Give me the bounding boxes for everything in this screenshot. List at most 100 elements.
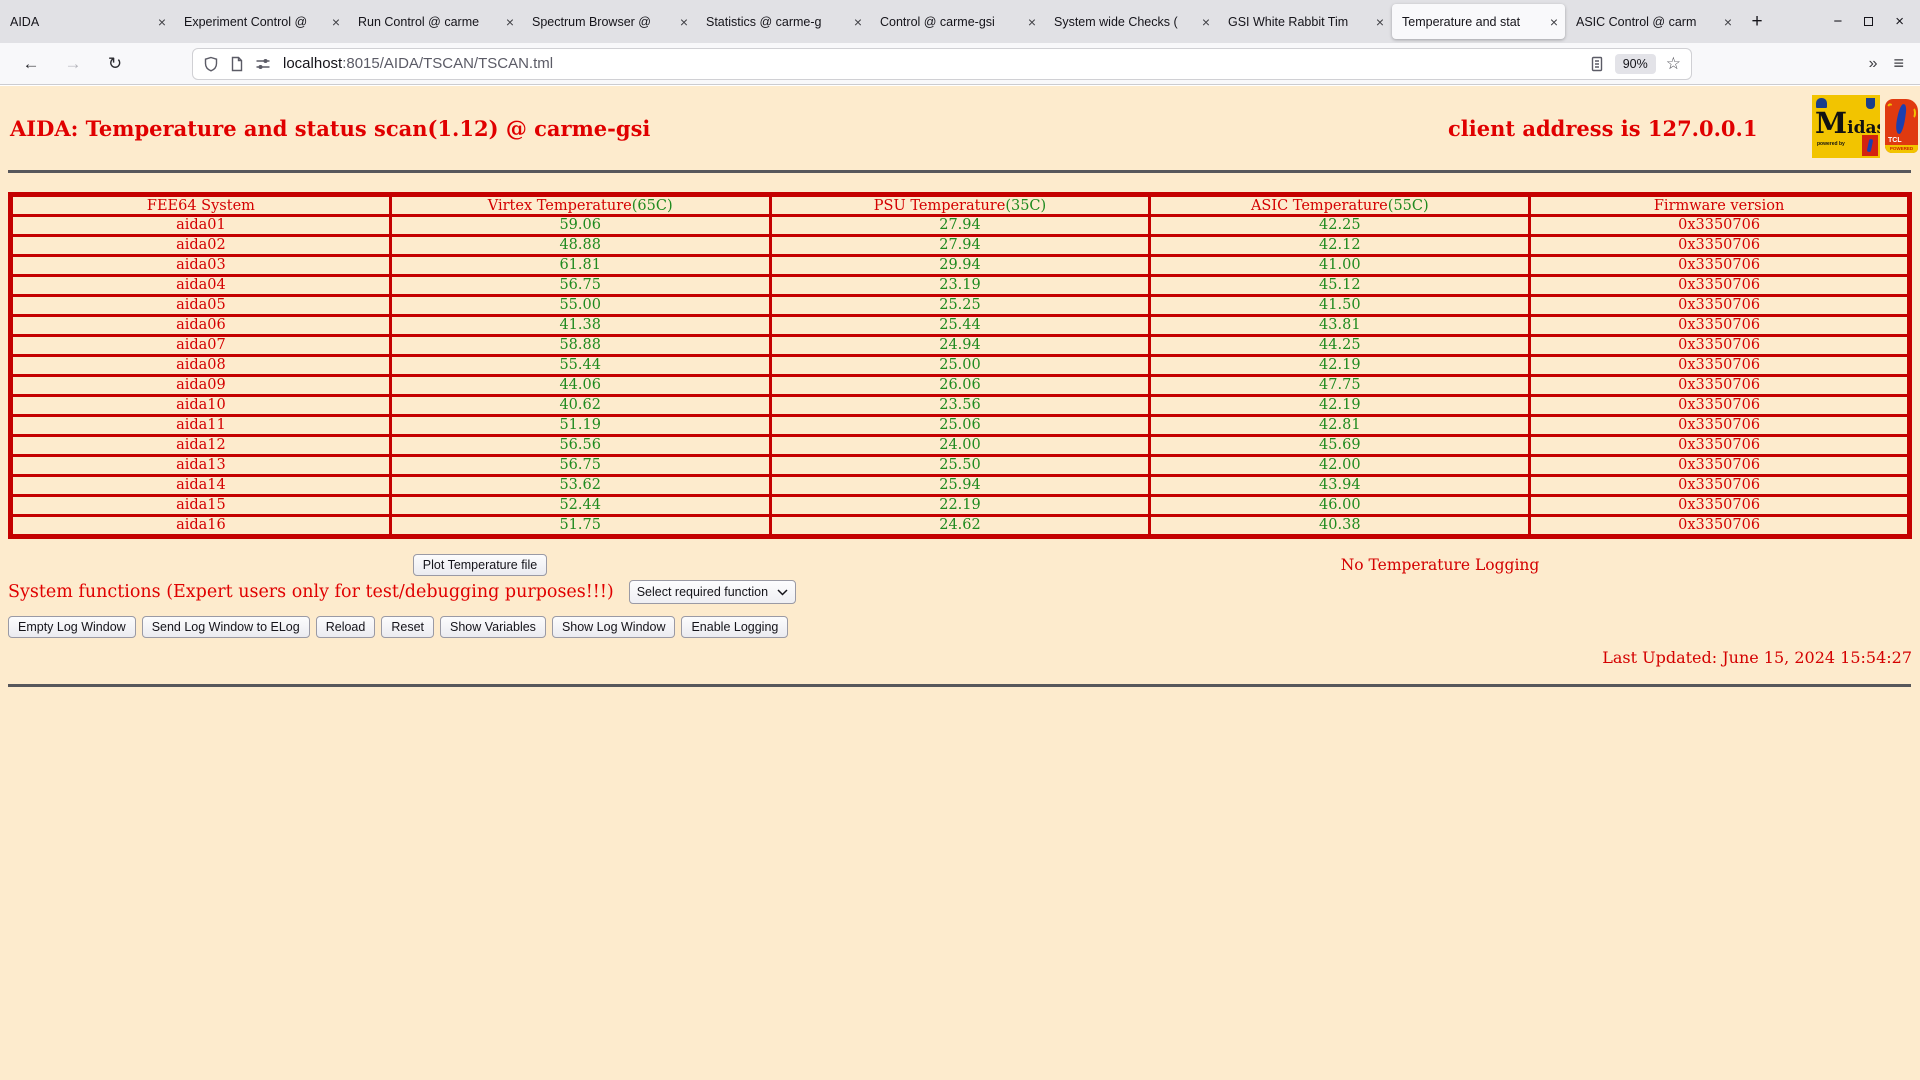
psu-temperature-cell: 24.00 — [768, 434, 1152, 457]
function-select-dropdown[interactable]: Select required function — [628, 580, 796, 604]
asic-temperature-cell: 41.00 — [1148, 254, 1532, 277]
fee64-name-cell: aida12 — [9, 434, 392, 457]
tab-label: Spectrum Browser @ — [532, 14, 651, 29]
asic-temperature-cell: 44.25 — [1148, 334, 1532, 357]
site-permissions-icon[interactable] — [255, 56, 271, 72]
asic-temperature-cell: 42.19 — [1148, 394, 1532, 417]
asic-temperature-cell: 40.38 — [1148, 514, 1532, 538]
new-tab-button[interactable]: + — [1751, 10, 1763, 32]
send-log-window-to-elog-button[interactable]: Send Log Window to ELog — [141, 616, 310, 638]
column-header-virtex-temperature: Virtex Temperature(65C) — [388, 193, 772, 217]
firmware-version-cell: 0x3350706 — [1528, 354, 1911, 377]
tab-close-icon[interactable]: × — [1549, 13, 1558, 30]
tab-gsi-white-rabbit-tim[interactable]: GSI White Rabbit Tim × — [1218, 4, 1391, 39]
tab-control-carme-gsi[interactable]: Control @ carme-gsi × — [870, 4, 1043, 39]
enable-logging-button[interactable]: Enable Logging — [681, 616, 789, 638]
tab-aida[interactable]: AIDA × — [0, 4, 173, 39]
psu-temperature-cell: 24.62 — [768, 514, 1152, 538]
tab-run-control-carme[interactable]: Run Control @ carme × — [348, 4, 521, 39]
tab-experiment-control[interactable]: Experiment Control @ × — [174, 4, 347, 39]
tab-label: ASIC Control @ carm — [1576, 14, 1697, 29]
tab-close-icon[interactable]: × — [679, 13, 688, 30]
table-row-aida01: aida01 59.06 27.94 42.25 0x3350706 — [9, 214, 1911, 237]
asic-temperature-cell: 47.75 — [1148, 374, 1532, 397]
tab-close-icon[interactable]: × — [1375, 13, 1384, 30]
psu-temperature-cell: 27.94 — [768, 214, 1152, 237]
shield-icon[interactable] — [203, 56, 219, 72]
window-maximize-button[interactable] — [1864, 13, 1874, 30]
tab-close-icon[interactable]: × — [1723, 13, 1732, 30]
psu-temperature-cell: 26.06 — [768, 374, 1152, 397]
tab-label: GSI White Rabbit Tim — [1228, 14, 1349, 29]
midas-shield-icon — [1866, 98, 1875, 109]
virtex-temperature-cell: 40.62 — [388, 394, 772, 417]
plot-temperature-file-button[interactable]: Plot Temperature file — [412, 554, 548, 576]
asic-temperature-cell: 46.00 — [1148, 494, 1532, 517]
psu-temperature-cell: 25.44 — [768, 314, 1152, 337]
empty-log-window-button[interactable]: Empty Log Window — [8, 616, 136, 638]
tcl-powered-text: POWERED — [1885, 145, 1918, 153]
firmware-version-cell: 0x3350706 — [1528, 394, 1911, 417]
fee64-name-cell: aida08 — [9, 354, 392, 377]
firmware-version-cell: 0x3350706 — [1528, 454, 1911, 477]
tab-close-icon[interactable]: × — [1201, 13, 1210, 30]
tab-asic-control-carm[interactable]: ASIC Control @ carm × — [1566, 4, 1739, 39]
firmware-version-cell: 0x3350706 — [1528, 474, 1911, 497]
reload-button[interactable]: ↻ — [107, 53, 123, 73]
tab-spectrum-browser[interactable]: Spectrum Browser @ × — [522, 4, 695, 39]
table-row-aida13: aida13 56.75 25.50 42.00 0x3350706 — [9, 454, 1911, 477]
firmware-version-cell: 0x3350706 — [1528, 514, 1911, 538]
firmware-version-cell: 0x3350706 — [1528, 274, 1911, 297]
back-button[interactable]: ← — [22, 53, 40, 73]
url-bar[interactable]: localhost:8015/AIDA/TSCAN/TSCAN.tml 90% … — [192, 47, 1692, 80]
tab-label: Run Control @ carme — [358, 14, 480, 29]
firmware-version-cell: 0x3350706 — [1528, 414, 1911, 437]
virtex-temperature-cell: 52.44 — [388, 494, 772, 517]
psu-temperature-cell: 23.56 — [768, 394, 1152, 417]
tab-close-icon[interactable]: × — [853, 13, 862, 30]
table-row-aida06: aida06 41.38 25.44 43.81 0x3350706 — [9, 314, 1911, 337]
zoom-level-badge[interactable]: 90% — [1614, 53, 1656, 74]
show-variables-button[interactable]: Show Variables — [440, 616, 546, 638]
tab-strip: AIDA × Experiment Control @ × Run Control @ … — [0, 0, 1740, 43]
virtex-temperature-cell: 59.06 — [388, 214, 772, 237]
tab-temperature-and-stat[interactable]: Temperature and stat × — [1392, 4, 1565, 39]
virtex-temperature-cell: 51.75 — [388, 514, 772, 538]
tab-close-icon[interactable]: × — [1027, 13, 1036, 30]
table-row-aida05: aida05 55.00 25.25 41.50 0x3350706 — [9, 294, 1911, 317]
tab-label: AIDA — [10, 14, 40, 29]
reload-button[interactable]: Reload — [315, 616, 376, 638]
tab-system-wide-checks[interactable]: System wide Checks (× — [1044, 4, 1217, 39]
asic-temperature-cell: 42.00 — [1148, 454, 1532, 477]
table-row-aida04: aida04 56.75 23.19 45.12 0x3350706 — [9, 274, 1911, 297]
asic-temperature-cell: 43.81 — [1148, 314, 1532, 337]
hamburger-menu-icon[interactable]: ≡ — [1893, 53, 1904, 73]
tab-close-icon[interactable]: × — [331, 13, 340, 30]
tab-close-icon[interactable]: × — [157, 13, 166, 30]
virtex-temperature-cell: 56.75 — [388, 454, 772, 477]
reset-button[interactable]: Reset — [381, 616, 434, 638]
tab-label: Control @ carme-gsi — [880, 14, 995, 29]
column-header-fee64-system: FEE64 System — [9, 193, 392, 217]
tab-statistics-carme-g[interactable]: Statistics @ carme-g × — [696, 4, 869, 39]
midas-powered-by-text: powered by — [1817, 141, 1845, 147]
show-log-window-button[interactable]: Show Log Window — [551, 616, 676, 638]
table-row-aida02: aida02 48.88 27.94 42.12 0x3350706 — [9, 234, 1911, 257]
virtex-temperature-cell: 56.75 — [388, 274, 772, 297]
fee64-name-cell: aida06 — [9, 314, 392, 337]
virtex-temperature-cell: 61.81 — [388, 254, 772, 277]
virtex-temperature-cell: 44.06 — [388, 374, 772, 397]
reader-mode-icon[interactable] — [1589, 56, 1605, 72]
tcl-feather-icon — [1894, 103, 1908, 135]
bookmark-star-icon[interactable]: ☆ — [1665, 53, 1681, 73]
window-controls: − × — [1833, 13, 1920, 30]
window-minimize-button[interactable]: − — [1833, 13, 1843, 30]
forward-button[interactable]: → — [64, 53, 82, 73]
page-info-icon[interactable] — [229, 56, 245, 72]
tab-close-icon[interactable]: × — [505, 13, 514, 30]
asic-temperature-cell: 43.94 — [1148, 474, 1532, 497]
url-text: localhost:8015/AIDA/TSCAN/TSCAN.tml — [283, 55, 553, 72]
firmware-version-cell: 0x3350706 — [1528, 494, 1911, 517]
overflow-menu-icon[interactable]: » — [1868, 54, 1878, 72]
window-close-button[interactable]: × — [1895, 13, 1904, 30]
